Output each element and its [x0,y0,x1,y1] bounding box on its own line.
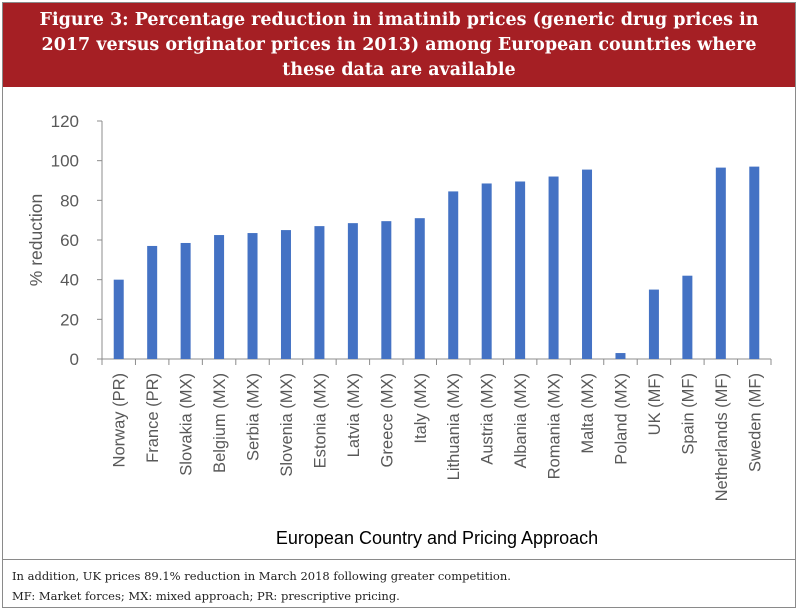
bar-chart: 0 20 40 60 80 100 120 Norway (PR) France (PR) Slo… [26,112,772,548]
y-tick-label: 100 [51,152,79,171]
category-label: Romania (MX) [546,373,564,479]
category-label: Lithuania (MX) [445,373,463,480]
figure-title: Figure 3: Percentage reduction in imatin… [3,3,795,87]
bar [214,235,225,359]
bar [180,242,191,359]
footnotes: In addition, UK prices 89.1% reduction i… [3,559,795,607]
category-label: Belgium (MX) [211,373,229,473]
y-tick-label: 20 [60,310,79,329]
bar [481,183,492,359]
category-label: Latvia (MX) [345,373,363,457]
bar [381,221,392,359]
category-label: Sweden (MF) [746,373,764,472]
y-tick-label: 120 [51,112,79,131]
category-label: France (PR) [144,373,162,463]
category-label: Serbia (MX) [245,373,263,461]
category-label: Norway (PR) [111,373,129,467]
bar [749,166,760,359]
bar [515,181,526,359]
category-label: Slovenia (MX) [278,373,296,477]
y-tick-label: 0 [70,350,79,369]
bar [582,169,593,359]
x-axis-title: European Country and Pricing Approach [276,528,598,548]
bar [147,245,158,359]
bar [682,275,693,359]
bar [280,230,291,359]
bar [113,279,124,359]
category-label: Albania (MX) [512,373,530,468]
category-label: Malta (MX) [579,373,597,454]
category-label: Estonia (MX) [311,373,329,468]
bar [615,353,626,359]
category-label: Italy (MX) [412,373,430,444]
category-label: Netherlands (MF) [713,373,731,501]
category-label: Slovakia (MX) [178,373,196,476]
y-tick-label: 40 [60,271,79,290]
bar [448,191,459,359]
y-tick-label: 60 [60,231,79,250]
category-label: Greece (MX) [378,373,396,467]
footnote-line-1: In addition, UK prices 89.1% reduction i… [12,569,511,583]
bar [414,218,425,359]
chart-area: 0 20 40 60 80 100 120 Norway (PR) France (PR) Slo… [3,87,795,559]
bar [648,289,659,359]
bar [715,167,726,359]
bar [548,176,559,359]
footnote-line-2: MF: Market forces; MX: mixed approach; P… [12,589,400,603]
bar [314,226,325,359]
bar [247,233,258,359]
y-axis-title: % reduction [26,194,46,286]
bar [347,223,358,359]
category-label: Austria (MX) [479,373,497,465]
category-label: UK (MF) [646,373,664,435]
category-label: Poland (MX) [612,373,630,465]
category-label: Spain (MF) [679,373,697,455]
y-tick-label: 80 [60,191,79,210]
